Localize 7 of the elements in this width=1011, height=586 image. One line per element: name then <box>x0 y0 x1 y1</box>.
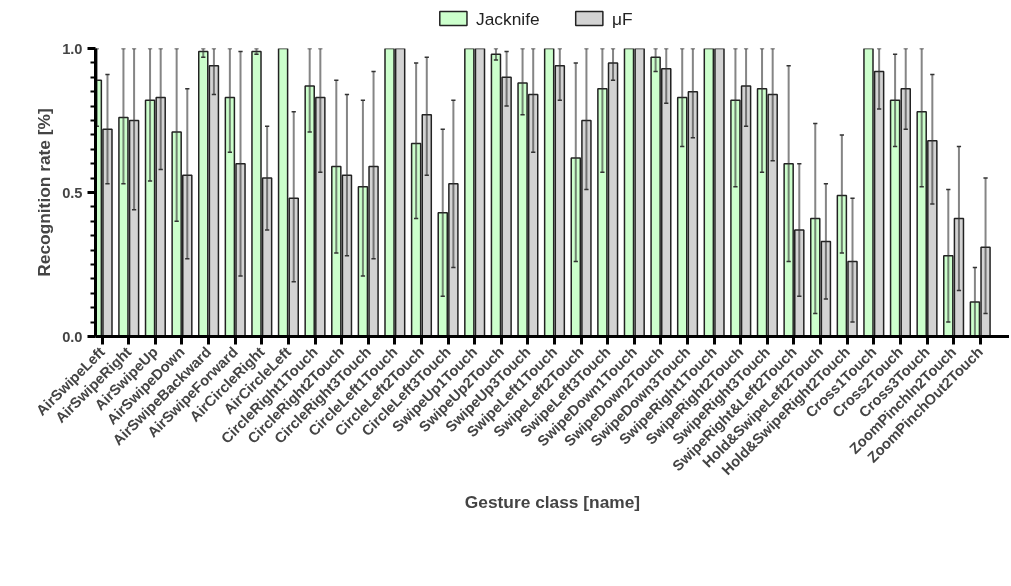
y-tick-label: 1.0 <box>62 40 83 57</box>
legend-label: Jacknife <box>476 8 540 29</box>
y-axis-title: Recognition rate [%] <box>34 108 55 277</box>
y-tick-label: 0.5 <box>62 184 83 201</box>
x-axis-title: Gesture class [name] <box>464 491 641 512</box>
legend-label: μF <box>611 8 633 29</box>
y-tick-label: 0.0 <box>62 328 83 345</box>
